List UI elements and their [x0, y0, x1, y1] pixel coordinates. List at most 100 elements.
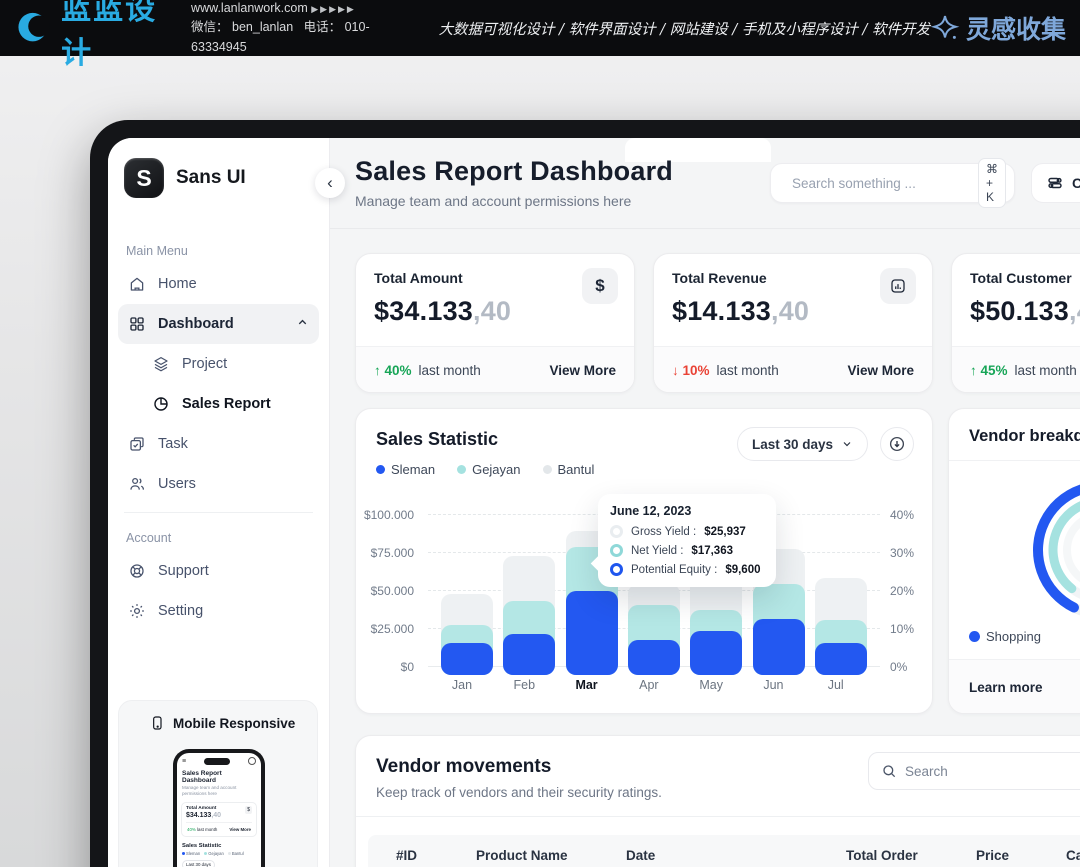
sidebar-item-label: Dashboard — [158, 316, 234, 332]
y-axis-tick-right: 40% — [890, 508, 915, 522]
sidebar-item-label: Task — [158, 436, 188, 452]
promo-banner: 蓝蓝设计 www.lanlanwork.com ▶▶▶▶▶ 微信： ben_la… — [0, 0, 1080, 70]
sidebar-item-label: Users — [158, 476, 196, 492]
sidebar-item-label: Sales Report — [182, 396, 271, 412]
column-header-product-name[interactable]: Product Name — [476, 847, 568, 863]
mini-legend-item: Bantul — [227, 851, 244, 856]
mobile-card-title: Mobile Responsive — [173, 715, 296, 731]
dashboard-icon — [128, 315, 146, 333]
customize-label: Cu — [1072, 175, 1080, 191]
y-axis-tick-right: 30% — [890, 546, 915, 560]
tooltip-row: Potential Equity : $9,600 — [610, 563, 764, 576]
column-header-price[interactable]: Price — [976, 847, 1010, 863]
sidebar-item-users[interactable]: Users — [118, 464, 319, 504]
support-icon — [128, 562, 146, 580]
collect-text: 灵感收集 — [965, 15, 1066, 44]
sliders-icon — [1048, 177, 1062, 189]
stat-period: last month — [418, 362, 481, 378]
divider — [356, 816, 1080, 817]
sidebar-item-label: Support — [158, 563, 209, 579]
menu-divider — [124, 512, 313, 513]
lanlan-logo: 蓝蓝设计 — [14, 0, 175, 72]
view-more-link[interactable]: View More — [549, 362, 616, 378]
view-more-link[interactable]: View More — [847, 362, 914, 378]
sidebar-item-label: Project — [182, 356, 228, 372]
search-input[interactable] — [792, 175, 969, 191]
column-header-id[interactable]: #ID — [396, 847, 418, 863]
contact-info: www.lanlanwork.com ▶▶▶▶▶ 微信： ben_lanlan … — [191, 0, 401, 57]
sidebar-item-dashboard[interactable]: Dashboard — [118, 304, 319, 344]
table-header-row: #ID Product Name Date Total Order Price Categ… — [368, 835, 1080, 867]
column-header-total-order[interactable]: Total Order — [846, 847, 918, 863]
bar-apr-sleman[interactable] — [628, 640, 680, 675]
sidebar-item-sales-report[interactable]: Sales Report — [118, 384, 319, 424]
app-screen: S Sans UI Main Menu Home Dashboard Project S… — [108, 138, 1080, 867]
bar-jun-sleman[interactable] — [752, 619, 805, 675]
brand-name: 蓝蓝设计 — [61, 0, 158, 70]
date-range-dropdown[interactable]: Last 30 days — [736, 427, 868, 461]
sidebar-item-support[interactable]: Support — [118, 551, 319, 591]
table-search[interactable] — [868, 752, 1080, 790]
mini-legend-item: Gejayan — [204, 851, 224, 856]
ring-icon — [610, 544, 623, 557]
vendor-breakdown-card: Vendor breakdown 10 Shopping Learn more — [948, 408, 1080, 714]
stat-period: last month — [716, 362, 779, 378]
sidebar-item-home[interactable]: Home — [118, 264, 319, 304]
stat-value: $50.133,40 — [970, 296, 1080, 326]
users-icon — [128, 475, 146, 493]
mini-legend-item: Sleman — [182, 851, 200, 856]
inspiration-collect: 灵感收集 — [930, 10, 1066, 46]
legend-item-bantul: Bantul — [542, 462, 594, 477]
y-axis-tick-left: $25.000 — [370, 622, 414, 636]
download-icon — [889, 436, 905, 452]
legend-dot — [376, 465, 385, 474]
customize-button[interactable]: Cu — [1031, 163, 1080, 203]
sidebar-item-setting[interactable]: Setting — [118, 591, 319, 631]
search-icon — [883, 765, 896, 778]
legend-item-sleman: Sleman — [376, 462, 435, 477]
project-icon — [152, 355, 170, 373]
y-axis-tick-left: $50.000 — [370, 584, 414, 598]
bar-jul-sleman[interactable] — [814, 643, 867, 675]
tooltip-row: Gross Yield : $25,937 — [610, 525, 764, 538]
sidebar-collapse-button[interactable]: ‹ — [315, 168, 345, 198]
column-header-categories[interactable]: Categories — [1066, 847, 1080, 863]
wechat-text: 微信： ben_lanlan — [191, 20, 294, 35]
phone-mockup: ≡ Sales Report Dashboard Manage team and… — [173, 749, 265, 867]
main-content: Sales Report Dashboard Manage team and a… — [330, 138, 1080, 867]
app-logo-icon: S — [124, 158, 164, 198]
column-header-date[interactable]: Date — [626, 847, 656, 863]
page-title: Sales Report Dashboard — [355, 156, 673, 186]
mini-subtitle: Manage team and account permissions here — [182, 785, 237, 797]
stat-card-total-amount: Total Amount $34.133,40 $ ↑ 40% last month Vi… — [355, 253, 635, 393]
table-search-input[interactable] — [905, 763, 1080, 779]
bar-jan-sleman[interactable] — [441, 643, 494, 675]
bar-mar-sleman[interactable] — [565, 591, 618, 675]
mini-legend: Sleman Gejayan Bantul — [177, 851, 261, 856]
dollar-icon: $ — [582, 268, 618, 304]
x-axis-label-mar: Mar — [575, 678, 598, 692]
bar-may-sleman[interactable] — [690, 631, 743, 675]
header-divider — [330, 228, 1080, 229]
download-button[interactable] — [880, 427, 914, 461]
y-axis-tick-left: $75.000 — [370, 546, 414, 560]
shortcut-badge: ⌘ + K — [978, 158, 1006, 208]
legend-item-gejayan: Gejayan — [457, 462, 521, 477]
bar-feb-sleman[interactable] — [503, 634, 556, 675]
global-search[interactable]: ⌘ + K — [770, 158, 1015, 208]
sidebar-item-task[interactable]: Task — [118, 424, 319, 464]
y-axis-tick-left: $100.000 — [363, 508, 414, 522]
radial-chart — [1033, 481, 1080, 619]
sidebar-item-project[interactable]: Project — [118, 344, 319, 384]
app-logo: S Sans UI — [108, 138, 329, 198]
window-tab — [625, 138, 771, 162]
bar-chart-icon — [880, 268, 916, 304]
tooltip-row: Net Yield : $17,363 — [610, 544, 764, 557]
y-axis-tick-right: 20% — [890, 584, 915, 598]
stat-period: last month — [1014, 362, 1077, 378]
chevron-up-icon — [296, 316, 309, 333]
learn-more-link[interactable]: Learn more — [949, 659, 1080, 713]
x-axis-label-jun: Jun — [763, 678, 784, 692]
